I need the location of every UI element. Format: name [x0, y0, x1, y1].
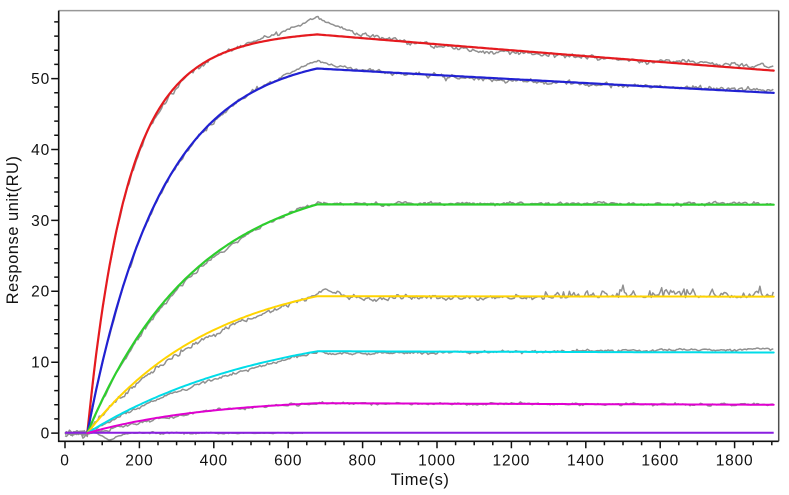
svg-text:1000: 1000 — [418, 452, 456, 469]
svg-text:600: 600 — [274, 452, 302, 469]
svg-text:Response unit(RU): Response unit(RU) — [4, 156, 22, 305]
svg-text:50: 50 — [31, 71, 50, 88]
svg-text:10: 10 — [31, 355, 50, 372]
svg-text:1600: 1600 — [641, 452, 679, 469]
svg-text:Time(s): Time(s) — [391, 471, 450, 489]
svg-text:0: 0 — [41, 426, 50, 443]
svg-text:400: 400 — [200, 452, 228, 469]
svg-text:1400: 1400 — [567, 452, 605, 469]
svg-text:200: 200 — [125, 452, 153, 469]
svg-text:40: 40 — [31, 142, 50, 159]
svg-text:20: 20 — [31, 284, 50, 301]
svg-text:0: 0 — [60, 452, 69, 469]
svg-text:800: 800 — [348, 452, 376, 469]
svg-text:1800: 1800 — [716, 452, 754, 469]
svg-text:30: 30 — [31, 213, 50, 230]
svg-text:1200: 1200 — [493, 452, 531, 469]
